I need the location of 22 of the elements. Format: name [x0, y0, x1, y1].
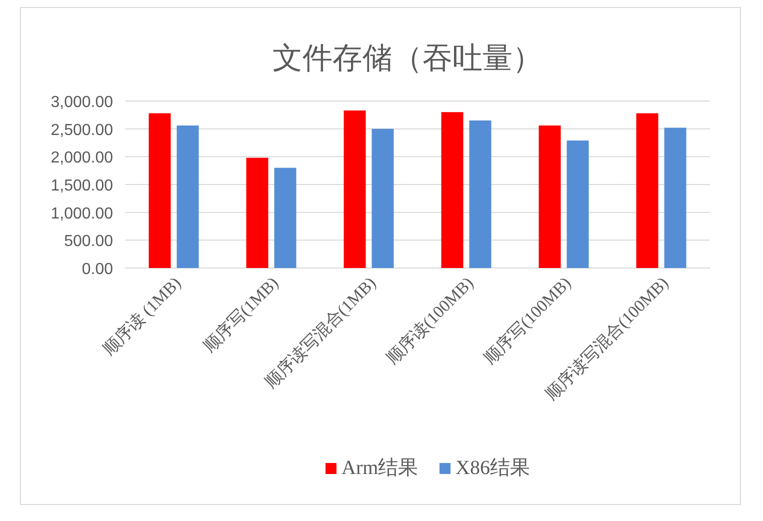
bar — [636, 113, 658, 268]
bar — [176, 125, 199, 268]
bar — [372, 128, 394, 268]
legend-label: Arm结果 — [342, 457, 418, 479]
y-tick-label: 2,000.00 — [50, 150, 114, 167]
chart-title: 文件存储（吞吐量） — [272, 42, 542, 75]
y-tick-label: 0.00 — [82, 261, 114, 278]
bar — [274, 168, 296, 268]
bar — [566, 140, 589, 268]
y-tick-label: 1,500.00 — [50, 178, 114, 194]
bar — [538, 125, 561, 268]
legend-label: X86结果 — [456, 457, 530, 479]
bar — [664, 128, 686, 268]
y-tick-label: 3,000.00 — [50, 94, 114, 111]
y-tick-label: 1,000.00 — [50, 205, 114, 222]
bar — [148, 113, 171, 268]
bar — [246, 158, 268, 268]
bar — [344, 110, 366, 268]
bar — [441, 112, 464, 268]
y-tick-label: 2,500.00 — [50, 122, 114, 139]
bar — [469, 120, 492, 268]
y-tick-label: 500.00 — [64, 233, 114, 250]
